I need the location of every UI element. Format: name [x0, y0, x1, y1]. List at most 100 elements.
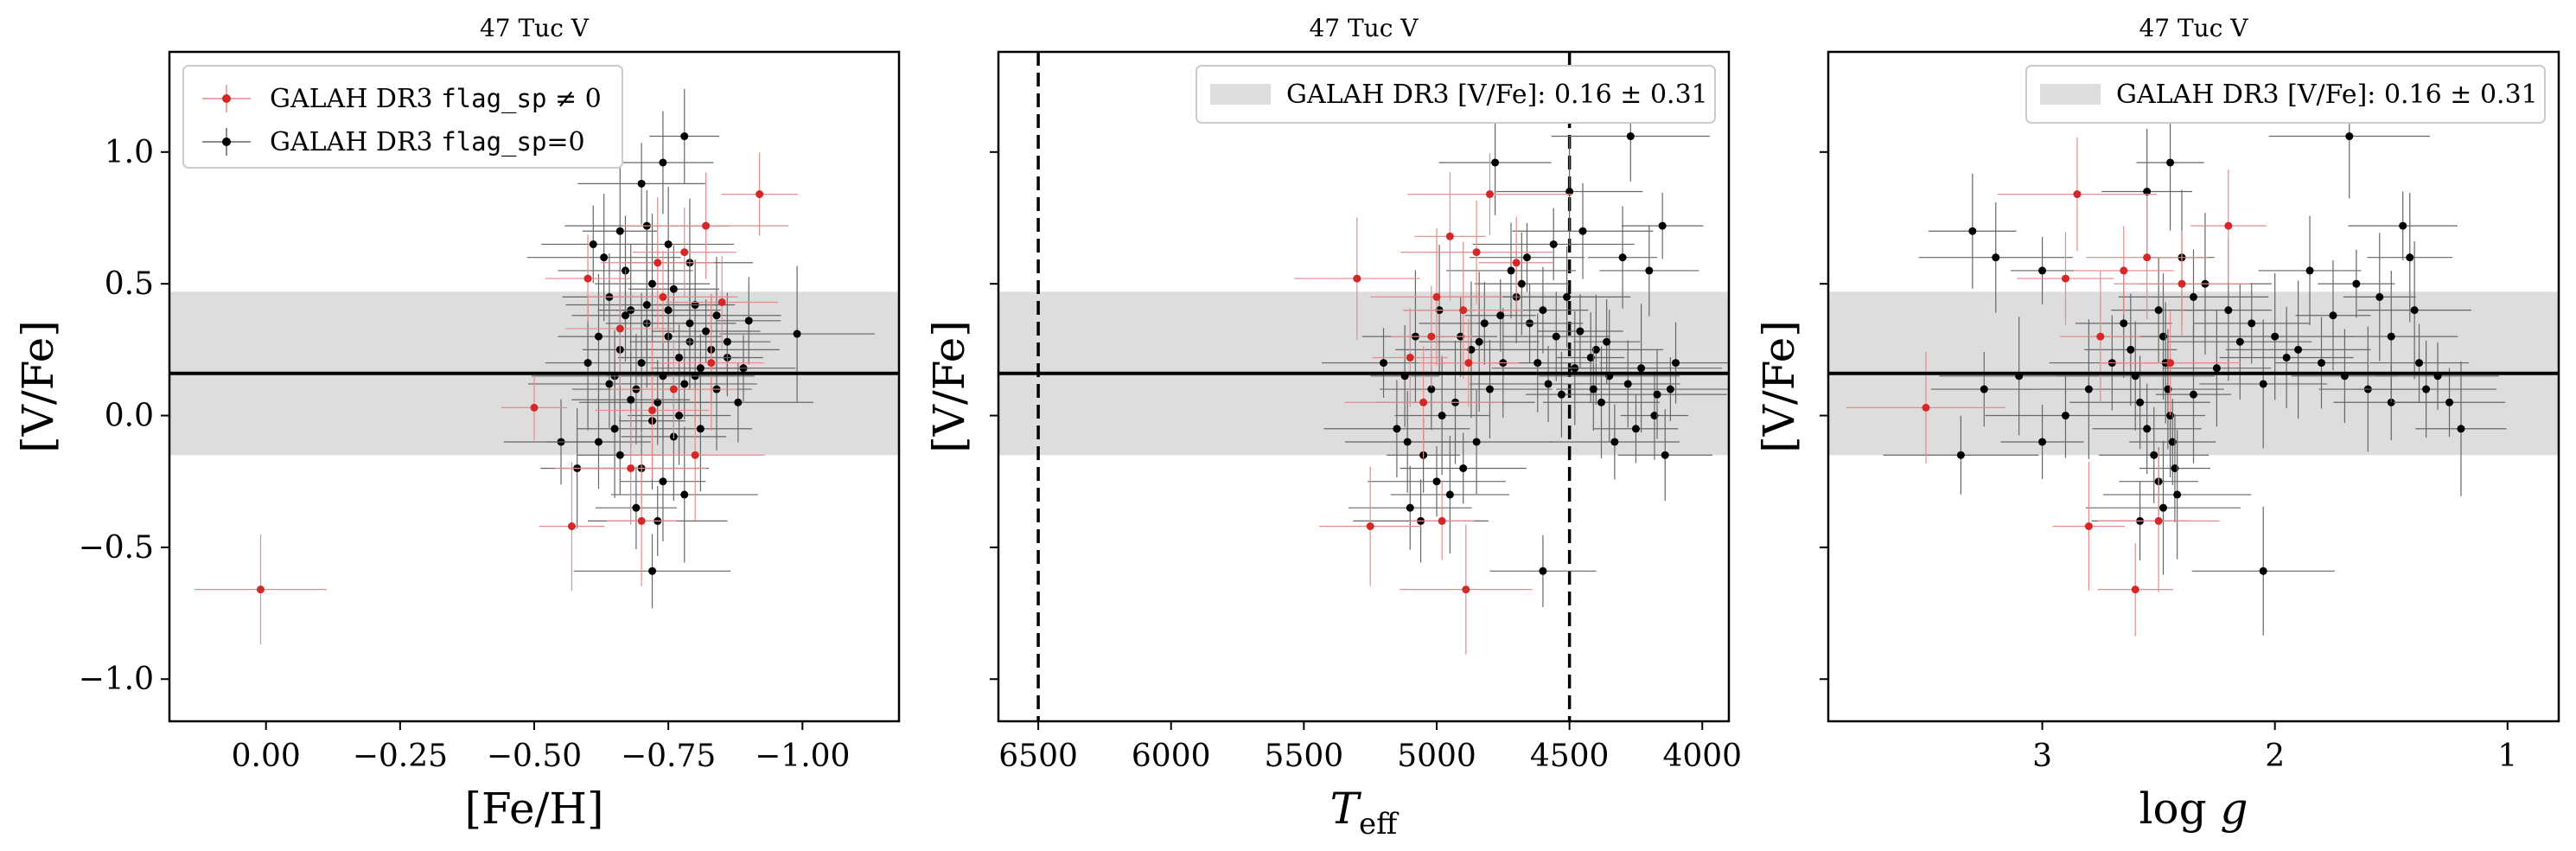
data-point — [723, 337, 731, 346]
plot-area — [998, 52, 1729, 721]
data-point — [1366, 522, 1374, 531]
data-point — [1491, 158, 1500, 167]
data-point — [1591, 345, 1600, 354]
data-point — [2061, 274, 2069, 283]
data-point — [2084, 385, 2093, 394]
x-axis-label-sub: eff — [1359, 807, 1400, 841]
data-point — [1427, 385, 1436, 394]
data-point — [669, 285, 678, 293]
data-point — [1438, 412, 1446, 420]
data-point — [615, 324, 624, 333]
data-point — [2038, 266, 2047, 275]
data-point — [2120, 319, 2128, 328]
x-tick-label: −0.25 — [353, 739, 448, 774]
x-tick-label: 5000 — [1397, 739, 1476, 774]
legend-label-suffix: 0.16 ± 0.31 — [1554, 80, 1708, 110]
data-point — [2271, 332, 2280, 341]
y-tick-label: 0.5 — [105, 266, 154, 302]
data-point — [2154, 306, 2163, 315]
data-point — [2131, 585, 2139, 594]
data-point — [659, 477, 667, 486]
data-point — [1480, 319, 1489, 328]
data-point — [1650, 412, 1659, 420]
data-point — [2294, 345, 2303, 354]
legend-box — [1196, 65, 1716, 124]
data-point — [1544, 380, 1553, 388]
legend-box — [2025, 65, 2546, 124]
data-point — [669, 385, 678, 394]
data-point — [2073, 190, 2082, 199]
plot-area — [169, 88, 899, 645]
data-point — [1445, 490, 1454, 499]
axes-frame — [1827, 50, 2560, 723]
data-point — [637, 359, 646, 368]
data-point — [1485, 385, 1494, 394]
data-point — [530, 403, 539, 412]
y-tick-label: −1.0 — [79, 662, 154, 697]
data-point — [793, 330, 801, 338]
data-point — [583, 359, 592, 368]
legend-label: GALAH DR3 [V/Fe]: 0.16 ± 0.31 — [2116, 80, 2538, 110]
data-point — [2126, 345, 2135, 354]
data-point — [1666, 385, 1674, 394]
data-point — [707, 359, 716, 368]
data-point — [1406, 353, 1414, 362]
y-tick-label: 0.0 — [105, 399, 154, 434]
legend-label-suffix: =0 — [546, 127, 584, 157]
data-point — [2375, 292, 2384, 301]
data-point — [1353, 274, 1361, 283]
data-point — [696, 364, 705, 373]
data-point — [1557, 390, 1565, 399]
data-point — [1653, 390, 1661, 399]
legend-label-suffix: ≠ 0 — [546, 84, 601, 114]
data-point — [1467, 345, 1476, 354]
panel-logg: 3 2 1 47 Tuc V log g [V/Fe] GALAH DR3 [V/Fe]: … — [1754, 14, 2560, 834]
data-point — [1603, 337, 1611, 346]
data-point — [2406, 253, 2414, 262]
data-point — [1597, 398, 1606, 406]
data-point — [2136, 398, 2145, 406]
data-point — [1618, 253, 1627, 262]
data-point — [567, 522, 576, 531]
data-point — [2248, 319, 2256, 328]
data-point — [1485, 190, 1494, 199]
data-point — [2061, 412, 2069, 420]
data-point — [712, 311, 721, 320]
data-point — [680, 490, 689, 499]
data-point — [2143, 188, 2152, 196]
panel-title: 47 Tuc V — [480, 14, 590, 42]
data-point — [675, 353, 684, 362]
data-point — [1563, 292, 1572, 301]
data-point — [1445, 232, 1454, 240]
series-flag-nonzero — [194, 152, 799, 645]
data-point — [1623, 380, 1632, 388]
panel-feh: 0.00 −0.25 −0.50 −0.75 −1.00 1.0 0.5 0.0 −0.5 −1.… — [13, 14, 901, 834]
data-point — [605, 380, 614, 388]
data-point — [615, 227, 624, 235]
x-axis-label: log g — [2139, 784, 2248, 834]
data-point — [664, 240, 673, 248]
data-point — [1549, 240, 1558, 248]
x-axis-label-main: T — [1330, 784, 1362, 834]
data-point — [1637, 364, 1646, 373]
data-point — [648, 279, 657, 288]
x-tick-label: 5500 — [1265, 739, 1344, 774]
legend-label-mono: flag_sp — [441, 127, 546, 157]
x-tick-label: −1.00 — [755, 739, 850, 774]
data-point — [2445, 398, 2454, 406]
data-point — [257, 585, 265, 594]
y-axis-label: [V/Fe] — [13, 320, 63, 453]
legend-label: GALAH DR3 flag_sp=0 — [270, 127, 585, 157]
data-point — [744, 317, 753, 325]
data-point — [659, 292, 667, 301]
data-point — [2143, 253, 2152, 262]
legend-patch — [1210, 84, 1271, 105]
data-point — [622, 311, 629, 320]
data-point — [594, 438, 603, 446]
data-point — [2190, 292, 2197, 301]
x-axis-label: [Fe/H] — [464, 784, 603, 834]
panel-teff: 6500 6000 5500 5000 4500 4000 47 Tuc V Teff [V/F… — [924, 14, 1742, 841]
